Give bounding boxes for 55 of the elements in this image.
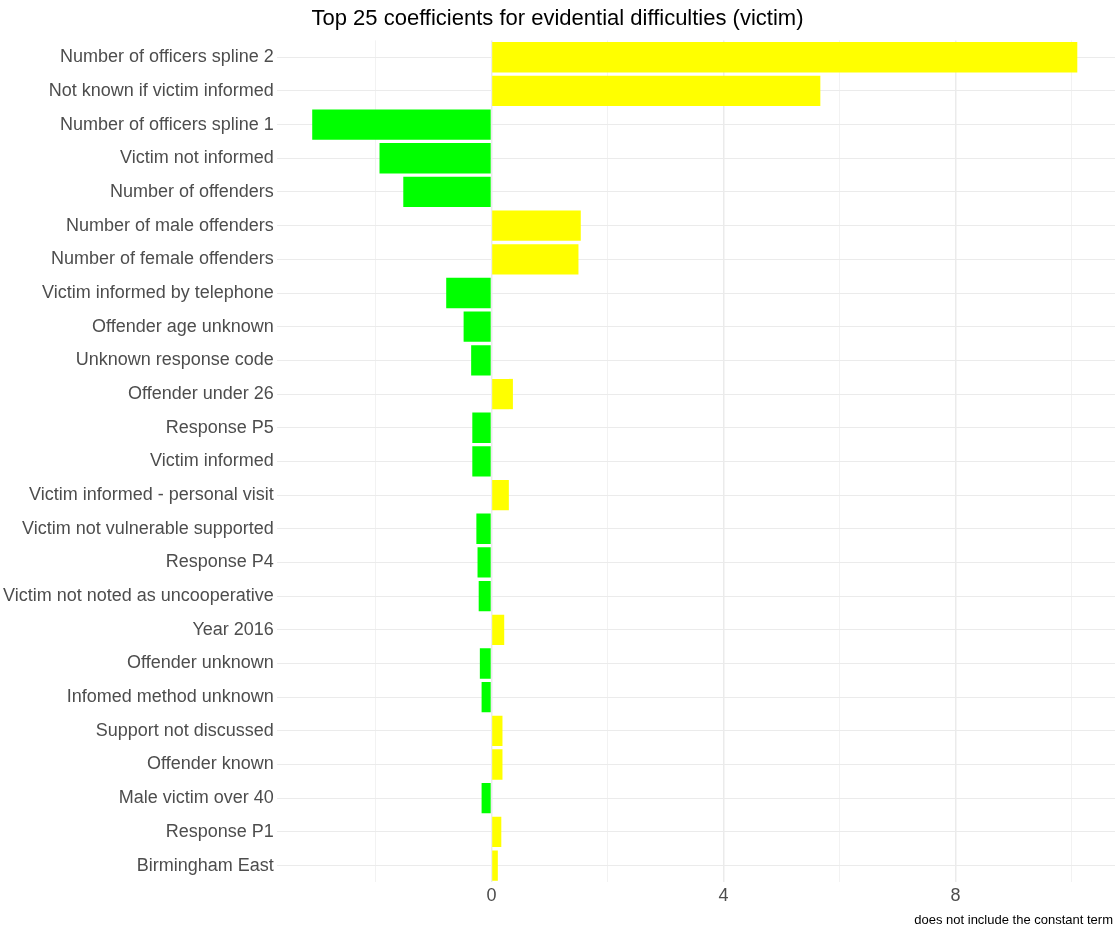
y-tick-label: Offender under 26 [128, 383, 274, 404]
bar [492, 749, 503, 780]
y-tick-label: Victim informed by telephone [42, 281, 274, 302]
bar [481, 682, 491, 713]
y-tick-label: Number of officers spline 1 [60, 113, 274, 134]
bar [403, 176, 491, 208]
y-tick-label: Response P1 [165, 820, 274, 841]
bar [492, 244, 579, 275]
bar [492, 614, 505, 645]
bar [492, 850, 498, 881]
bar [492, 378, 513, 410]
y-tick-label: Support not discussed [95, 719, 274, 740]
bar [481, 783, 491, 814]
bar [479, 648, 491, 679]
y-tick-label: Number of offenders [110, 180, 274, 201]
bar [446, 277, 491, 309]
bar [492, 210, 581, 241]
y-tick-label: Infomed method unknown [66, 686, 274, 707]
bar [472, 412, 491, 443]
y-tick-label: Offender unknown [127, 652, 274, 673]
bar [492, 715, 503, 746]
y-tick-label: Victim not noted as uncooperative [2, 585, 274, 606]
y-tick-label: Unknown response code [75, 349, 274, 370]
x-tick-label: 0 [486, 885, 497, 906]
bar [492, 479, 509, 511]
bar [477, 547, 491, 578]
y-tick-label: Number of male offenders [66, 214, 274, 235]
x-tick-label: 4 [718, 885, 729, 906]
y-tick-label: Victim not informed [120, 147, 274, 168]
bar [312, 109, 491, 140]
x-tick-label: 8 [950, 885, 961, 906]
bar [492, 75, 821, 107]
y-tick-label: Birmingham East [136, 854, 274, 875]
bar [492, 42, 1078, 73]
y-tick-label: Offender age unknown [92, 315, 274, 336]
bar [476, 513, 491, 544]
bar [379, 143, 491, 174]
y-tick-label: Offender known [147, 753, 274, 774]
bar [492, 816, 502, 848]
y-tick-label: Victim informed - personal visit [29, 484, 274, 505]
chart-title: Top 25 coefficients for evidential difficulties (victim) [311, 5, 804, 31]
y-tick-label: Male victim over 40 [118, 787, 274, 808]
y-tick-label: Victim not vulnerable supported [22, 517, 274, 538]
y-tick-label: Response P5 [165, 416, 274, 437]
bar [472, 446, 491, 477]
text: does not include the constant term [914, 912, 1113, 927]
y-tick-label: Number of officers spline 2 [60, 46, 274, 67]
y-tick-label: Response P4 [165, 551, 274, 572]
y-tick-label: Number of female offenders [51, 248, 274, 269]
bar [478, 580, 491, 612]
y-tick-label: Not known if victim informed [48, 79, 274, 100]
y-tick-label: Year 2016 [192, 618, 274, 639]
bar [471, 345, 491, 376]
y-tick-label: Victim informed [150, 450, 274, 471]
bar [463, 311, 491, 342]
